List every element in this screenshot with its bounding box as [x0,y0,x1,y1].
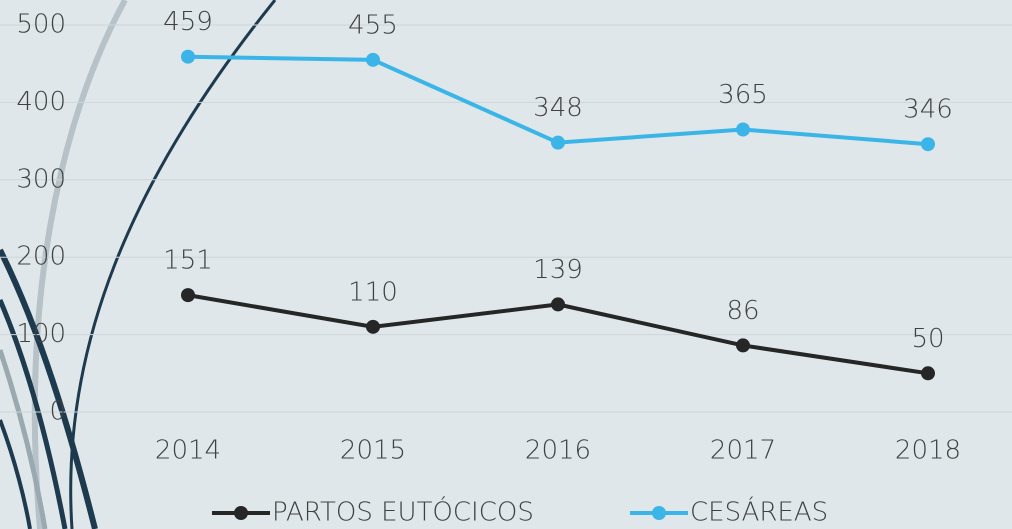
x-tick-label: 2018 [895,436,961,466]
data-label: 365 [718,80,768,110]
data-point [181,49,195,64]
data-label: 86 [726,296,759,326]
y-tick-label: 0 [49,397,66,427]
legend-marker [652,506,666,520]
y-tick-label: 500 [16,10,66,40]
data-point [736,122,750,137]
data-point [551,135,565,150]
y-tick-label: 100 [16,319,66,349]
y-tick-label: 300 [16,164,66,194]
data-label: 455 [348,10,398,40]
data-label: 151 [163,246,213,276]
data-point [551,297,565,312]
data-point [366,52,380,67]
data-label: 139 [533,255,583,285]
data-label: 346 [903,95,953,125]
y-tick-label: 400 [16,87,66,117]
data-label: 348 [533,93,583,123]
data-label: 110 [348,277,398,307]
data-label: 459 [163,7,213,37]
x-tick-label: 2017 [710,436,776,466]
x-tick-label: 2016 [525,436,591,466]
legend-label: PARTOS EUTÓCICOS [272,496,534,528]
data-point [181,288,195,303]
x-tick-label: 2015 [340,436,406,466]
data-point [366,319,380,334]
data-point [736,338,750,353]
data-point [921,366,935,381]
x-tick-label: 2014 [155,436,221,466]
legend-marker [234,506,248,520]
data-point [921,137,935,152]
y-tick-label: 200 [16,242,66,272]
decoration [0,0,277,529]
legend-label: CESÁREAS [690,496,828,528]
data-label: 50 [911,324,944,354]
